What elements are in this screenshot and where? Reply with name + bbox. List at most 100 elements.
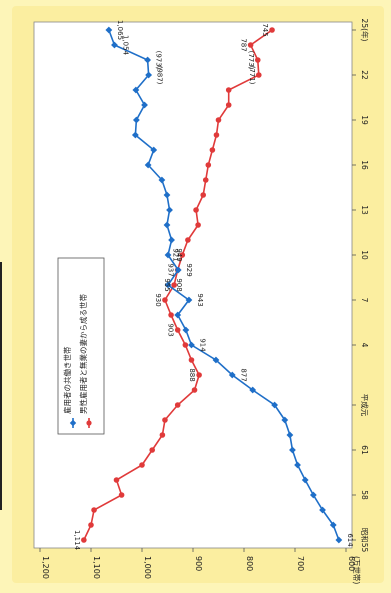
red-data-point [191, 387, 198, 393]
red-data-point [193, 207, 199, 213]
blue-data-point [188, 341, 195, 349]
value-tick-label: 700 [296, 556, 305, 571]
data-label: 1,114 [73, 530, 81, 551]
red-data-point [118, 492, 125, 498]
blue-data-point [249, 386, 257, 394]
blue-data-point [301, 476, 309, 484]
red-data-point [182, 342, 189, 348]
data-label: 745 [261, 23, 269, 36]
red-data-point [113, 477, 120, 483]
year-tick-label: 58 [360, 490, 369, 500]
blue-data-point [164, 281, 172, 289]
red-data-point [179, 252, 186, 258]
data-label: (987) [156, 66, 164, 85]
year-tick-label: 10 [360, 250, 369, 260]
legend-box [57, 257, 105, 435]
data-label: 921 [171, 248, 179, 261]
red-data-point [162, 417, 168, 423]
red-data-point [195, 222, 201, 228]
red-data-point [162, 297, 168, 303]
red-data-point [168, 312, 174, 318]
year-tick-label: 昭和55 [360, 528, 369, 553]
blue-data-point [163, 221, 171, 229]
value-tick-label: 900 [194, 556, 203, 571]
blue-data-point [329, 521, 337, 529]
year-tick-label: 13 [360, 205, 369, 215]
year-tick-label: 16 [360, 160, 369, 170]
red-data-point [247, 42, 254, 48]
value-tick-label: 1,100 [92, 556, 101, 579]
year-tick-label: 4 [360, 343, 369, 348]
value-tick-label: 1,200 [41, 556, 50, 579]
value-tick-label: 1,000 [143, 556, 152, 579]
data-label: 943 [196, 293, 204, 306]
blue-data-point [132, 116, 140, 124]
data-label: 937 [167, 263, 175, 276]
blue-data-point [174, 266, 182, 274]
data-label: 955 [163, 278, 171, 291]
data-label: 949 [175, 248, 183, 261]
blue-data-point [158, 176, 166, 184]
blue-data-point [132, 86, 140, 94]
blue-data-point [163, 191, 171, 199]
blue-data-point [150, 146, 158, 154]
blue-data-point [164, 251, 172, 259]
red-data-point [196, 372, 202, 378]
red-data-point [174, 402, 181, 408]
red-data-point [81, 537, 87, 543]
blue-data-point [105, 26, 113, 34]
blue-data-point [212, 356, 220, 364]
blue-data-point [144, 56, 152, 64]
data-label: 888 [188, 368, 196, 381]
year-tick-label: 19 [360, 115, 369, 125]
red-data-point [171, 282, 177, 288]
red-data-point [213, 132, 220, 138]
red-data-point [269, 27, 275, 33]
blue-data-point [174, 311, 182, 319]
page-edge-rule [0, 262, 2, 510]
red-data-point [225, 102, 232, 108]
year-tick-label: 61 [360, 445, 369, 455]
red-data-point [202, 177, 209, 183]
red-data-point [91, 507, 97, 513]
legend-label: 男性雇用者と無業の妻から成る世帯 [78, 294, 88, 414]
data-label: 614 [346, 533, 354, 547]
red-data-point [205, 162, 212, 168]
blue-data-point [168, 236, 175, 244]
data-label: 914 [198, 338, 206, 352]
red-data-point [139, 462, 145, 468]
value-tick-label: 600 [347, 556, 356, 571]
data-label: (973) [155, 51, 163, 70]
data-label: (771) [248, 66, 256, 85]
data-label: (773) [247, 51, 255, 70]
data-label: 877 [239, 368, 247, 381]
data-label: 903 [167, 323, 175, 336]
red-data-point [225, 87, 232, 93]
blue-data-point [145, 71, 153, 79]
blue-data-point [141, 101, 148, 109]
red-data-point [159, 432, 166, 438]
blue-data-point [111, 41, 118, 49]
red-data-point [209, 147, 216, 153]
value-tick-label: 800 [245, 556, 254, 571]
blue-data-point [271, 401, 278, 409]
blue-data-point [228, 371, 236, 379]
data-label: 929 [185, 263, 193, 276]
legend-label: 雇用者の共働き世帯 [62, 346, 72, 414]
blue-data-point [309, 491, 317, 499]
red-data-point [174, 327, 181, 333]
red-data-point [200, 192, 206, 198]
value-axis-label: (万世帯) [352, 556, 362, 584]
blue-data-point [144, 161, 152, 169]
data-label: 787 [240, 38, 248, 51]
red-data-point [215, 117, 222, 123]
year-tick-label: 25(年) [360, 19, 370, 42]
data-label: 1,054 [121, 35, 129, 56]
blue-data-point [281, 416, 289, 424]
red-data-point [149, 447, 155, 453]
blue-data-point [185, 296, 193, 304]
red-data-point [185, 237, 191, 243]
red-data-point [254, 57, 261, 63]
red-data-point [88, 522, 94, 528]
